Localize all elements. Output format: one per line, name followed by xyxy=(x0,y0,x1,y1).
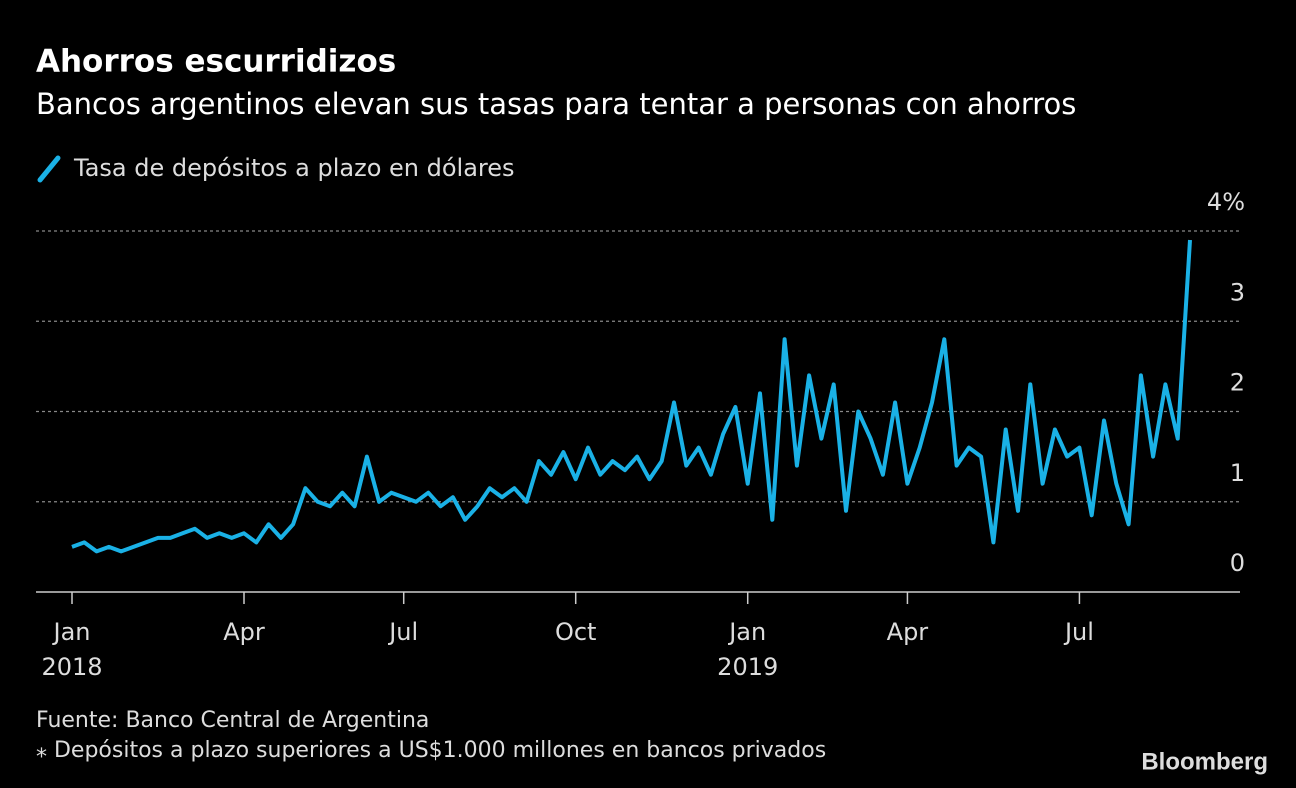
y-tick-label: 2 xyxy=(1230,369,1245,397)
note: ⁎ Depósitos a plazo superiores a US$1.00… xyxy=(36,738,826,763)
x-tick-label: Oct xyxy=(555,618,597,646)
x-year-label: 2018 xyxy=(41,653,102,681)
y-tick-label: 0 xyxy=(1230,549,1245,577)
x-tick-label: Jan xyxy=(52,618,91,646)
x-tick-label: Apr xyxy=(887,618,929,646)
x-tick-label: Jan xyxy=(727,618,766,646)
chart-subtitle: Bancos argentinos elevan sus tasas para … xyxy=(36,87,1076,121)
x-year-label: 2019 xyxy=(717,653,778,681)
legend-swatch xyxy=(37,155,61,183)
data-line xyxy=(71,239,1192,554)
x-tick-label: Apr xyxy=(223,618,265,646)
x-tick-label: Jul xyxy=(1063,618,1094,646)
brand: Bloomberg xyxy=(1141,748,1268,775)
chart-title: Ahorros escurridizos xyxy=(36,44,396,80)
legend-label: Tasa de depósitos a plazo en dólares xyxy=(73,154,515,182)
x-tick-label: Jul xyxy=(387,618,418,646)
y-tick-label: 3 xyxy=(1230,278,1245,306)
source: Fuente: Banco Central de Argentina xyxy=(36,708,429,733)
y-tick-label: 4% xyxy=(1207,188,1245,216)
y-tick-label: 1 xyxy=(1230,459,1245,487)
